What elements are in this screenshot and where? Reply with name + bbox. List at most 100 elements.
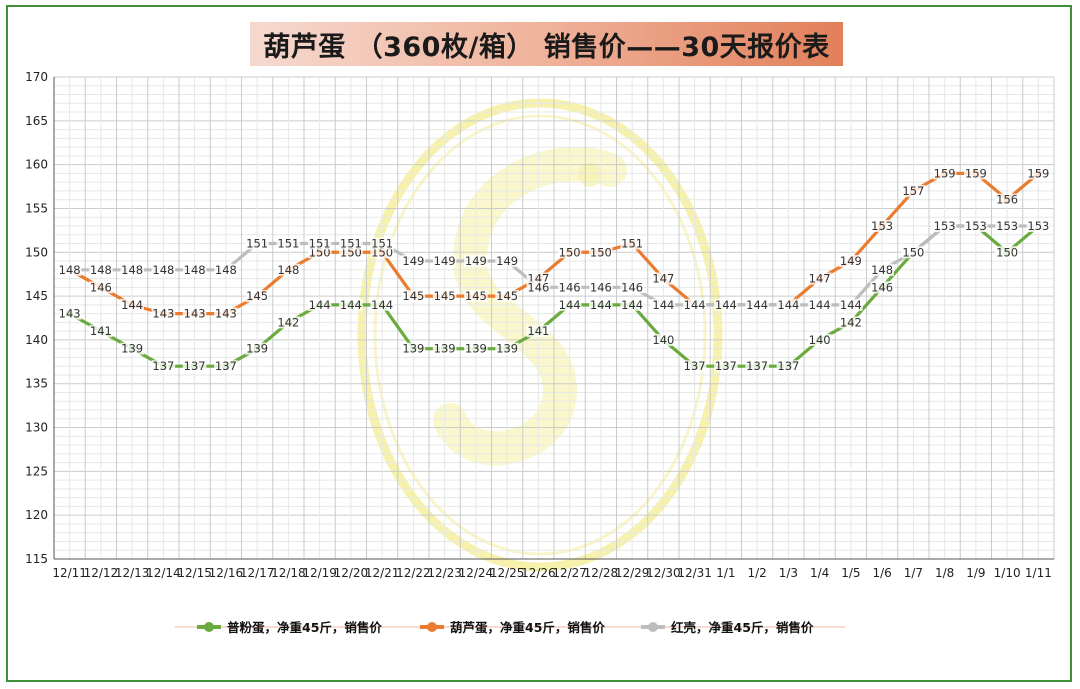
data-label: 159 <box>965 166 987 180</box>
data-label-bg <box>432 255 457 268</box>
data-label-bg <box>1026 219 1051 232</box>
data-label-bg <box>464 255 488 268</box>
y-tick-label: 125 <box>25 464 48 478</box>
data-label-bg <box>1026 167 1051 180</box>
x-tick-label: 12/15 <box>177 566 212 580</box>
data-label-bg <box>839 298 863 311</box>
y-tick-label: 145 <box>25 289 48 303</box>
data-label: 151 <box>246 237 268 251</box>
data-label-bg <box>807 272 832 285</box>
legend-entry-label: 红壳，净重45斤，销售价 <box>671 620 814 635</box>
x-tick-label: 1/3 <box>779 566 798 580</box>
x-tick-label: 12/26 <box>521 566 556 580</box>
data-label-bg <box>745 298 769 311</box>
data-label-bg <box>526 281 551 294</box>
data-label: 151 <box>371 237 393 251</box>
data-label: 147 <box>809 272 831 286</box>
data-label-bg <box>182 360 207 373</box>
data-label: 145 <box>402 289 424 303</box>
data-label-bg <box>57 307 82 320</box>
data-label-bg <box>432 290 457 303</box>
data-label: 148 <box>184 263 206 277</box>
data-label: 144 <box>340 298 362 312</box>
data-label-bg <box>89 263 113 276</box>
x-tick-label: 1/2 <box>747 566 766 580</box>
data-label: 148 <box>59 263 81 277</box>
x-tick-label: 12/29 <box>615 566 650 580</box>
data-label-bg <box>401 255 426 268</box>
data-label: 146 <box>559 280 581 294</box>
data-label: 139 <box>496 342 518 356</box>
axes: 115 120 125 130 135 140 145 150 155 160 165 170 12/1… <box>25 70 1054 580</box>
data-label: 144 <box>809 298 831 312</box>
data-label: 153 <box>965 219 987 233</box>
data-label-bg <box>370 237 394 250</box>
data-label: 144 <box>621 298 643 312</box>
data-label-bg <box>339 237 363 250</box>
data-label: 137 <box>777 359 799 373</box>
data-label: 137 <box>215 359 237 373</box>
data-label-bg <box>495 255 519 268</box>
data-label-bg <box>245 290 269 303</box>
data-label-bg <box>182 307 207 320</box>
data-label: 148 <box>90 263 112 277</box>
data-label-bg <box>807 298 832 311</box>
data-label-bg <box>839 316 863 329</box>
data-label: 153 <box>1027 219 1049 233</box>
x-tick-label: 1/4 <box>810 566 829 580</box>
data-label: 148 <box>152 263 174 277</box>
data-label: 157 <box>902 184 924 198</box>
data-label: 144 <box>840 298 862 312</box>
data-label-bg <box>339 298 363 311</box>
data-label: 139 <box>246 342 268 356</box>
data-label: 148 <box>277 263 299 277</box>
data-label: 137 <box>715 359 737 373</box>
data-label: 149 <box>434 254 456 268</box>
data-label: 145 <box>246 289 268 303</box>
data-label: 143 <box>215 307 237 321</box>
data-label: 144 <box>309 298 331 312</box>
data-label-bg <box>307 237 332 250</box>
x-tick-label: 1/5 <box>841 566 860 580</box>
data-label-bg <box>401 290 426 303</box>
data-label: 159 <box>934 166 956 180</box>
y-tick-label: 165 <box>25 114 48 128</box>
data-label-bg <box>901 246 926 259</box>
data-label-bg <box>557 298 582 311</box>
data-label: 139 <box>434 342 456 356</box>
x-tick-label: 1/6 <box>872 566 891 580</box>
chart-title: 葫芦蛋 （360枚/箱） 销售价——30天报价表 <box>263 31 830 63</box>
x-tick-label: 1/11 <box>1025 566 1052 580</box>
data-label: 144 <box>715 298 737 312</box>
data-label: 137 <box>746 359 768 373</box>
data-label: 137 <box>684 359 706 373</box>
data-label-bg <box>276 263 301 276</box>
data-label: 146 <box>90 280 112 294</box>
data-label-bg <box>89 281 113 294</box>
data-label: 143 <box>152 307 174 321</box>
data-label-bg <box>589 298 613 311</box>
x-tick-label: 12/13 <box>115 566 150 580</box>
data-label: 144 <box>590 298 612 312</box>
data-label-bg <box>776 360 801 373</box>
x-tick-label: 12/14 <box>146 566 181 580</box>
x-tick-label: 12/23 <box>427 566 462 580</box>
data-label-bg <box>995 219 1019 232</box>
data-label: 144 <box>559 298 581 312</box>
data-label: 148 <box>215 263 237 277</box>
data-label: 144 <box>746 298 768 312</box>
data-label-bg <box>495 290 519 303</box>
y-tick-label: 120 <box>25 508 48 522</box>
data-label: 149 <box>840 254 862 268</box>
data-label: 146 <box>621 280 643 294</box>
data-label: 148 <box>121 263 143 277</box>
data-label: 144 <box>121 298 143 312</box>
data-label-bg <box>620 237 644 250</box>
data-label-bg <box>370 246 394 259</box>
x-tick-label: 12/30 <box>646 566 681 580</box>
data-label: 151 <box>309 237 331 251</box>
data-label: 149 <box>496 254 518 268</box>
data-label: 149 <box>402 254 424 268</box>
data-label: 150 <box>996 245 1018 259</box>
